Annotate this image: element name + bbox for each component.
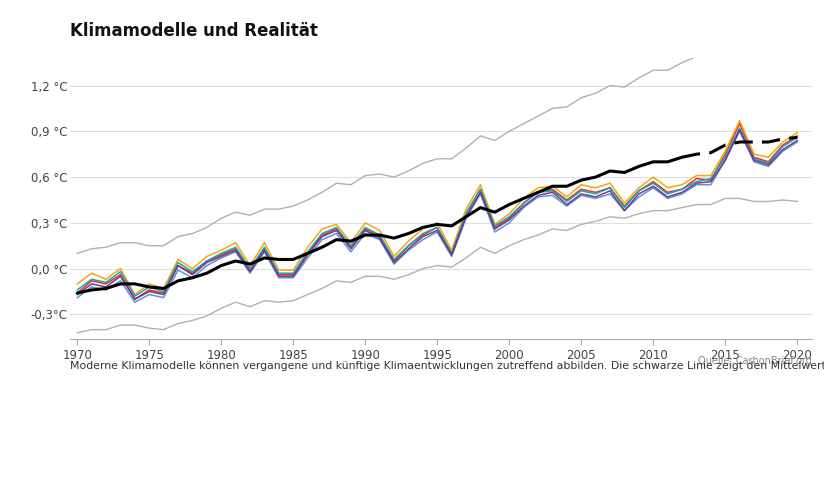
Text: Quelle: CarbonBrief.org: Quelle: CarbonBrief.org [698,356,812,366]
Text: Klimamodelle und Realität: Klimamodelle und Realität [70,22,318,40]
Text: Moderne Klimamodelle können vergangene und künftige Klimaentwicklungen zutreffen: Moderne Klimamodelle können vergangene u… [70,361,824,371]
